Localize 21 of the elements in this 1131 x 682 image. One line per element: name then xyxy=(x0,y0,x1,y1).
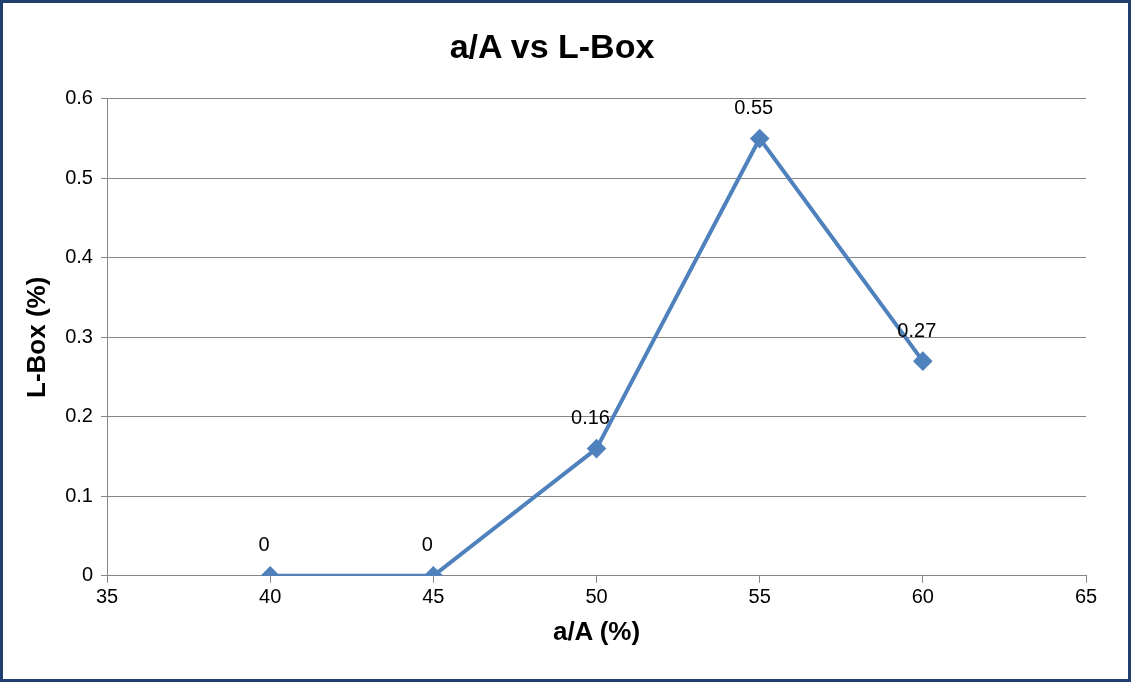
x-tick-label: 60 xyxy=(911,585,934,608)
data-label: 0 xyxy=(258,533,270,556)
x-axis-title: a/A (%) xyxy=(552,615,641,646)
x-tick-label: 65 xyxy=(1074,585,1098,608)
chart-title: a/A vs L-Box xyxy=(449,26,655,65)
y-tick-label: 0.6 xyxy=(65,86,93,109)
y-tick-label: 0.2 xyxy=(65,404,93,427)
y-tick-label: 0.4 xyxy=(65,245,93,268)
data-label: 0.55 xyxy=(734,96,774,119)
x-tick-label: 40 xyxy=(259,585,282,608)
y-tick-label: 0.5 xyxy=(65,165,93,188)
x-tick-label: 35 xyxy=(95,585,119,608)
y-tick-label: 0.3 xyxy=(65,324,93,347)
x-tick-label: 50 xyxy=(585,585,608,608)
y-tick-label: 0.1 xyxy=(65,483,93,506)
data-label: 0 xyxy=(421,533,433,556)
x-tick-label: 45 xyxy=(422,585,445,608)
y-tick-label: 0 xyxy=(81,563,93,586)
y-axis-title: L-Box (%) xyxy=(20,276,51,398)
data-label: 0.16 xyxy=(571,406,610,429)
x-tick-label: 55 xyxy=(748,585,771,608)
